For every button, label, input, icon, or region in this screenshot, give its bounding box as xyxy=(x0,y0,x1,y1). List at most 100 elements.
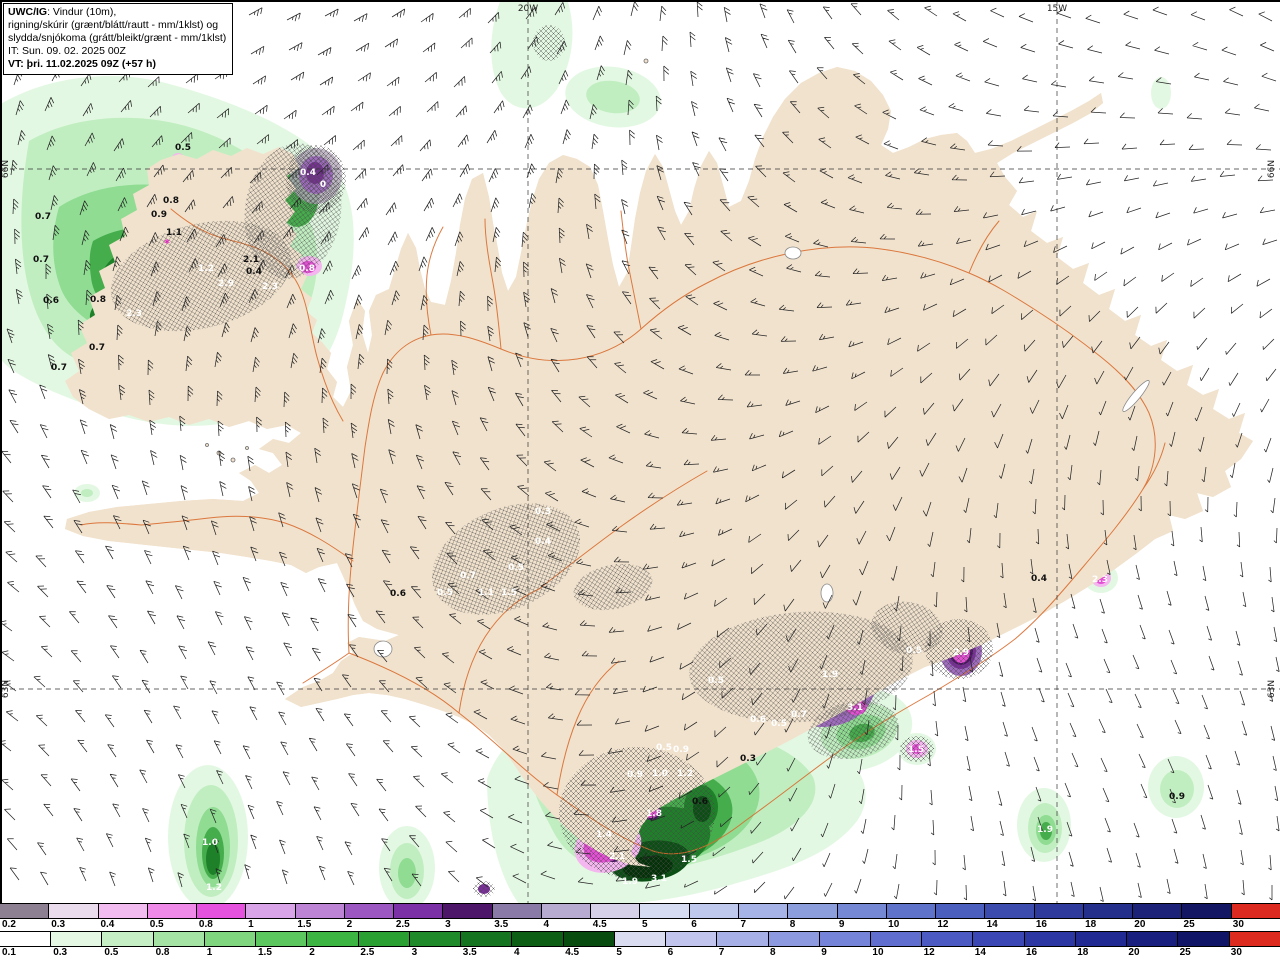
precip-value-label: 1.5 xyxy=(501,588,517,598)
precip-value-label: 0.4 xyxy=(246,267,262,277)
colorbar-tick-label: 30 xyxy=(1232,919,1244,930)
colorbar-tick-label: 8 xyxy=(789,919,796,930)
colorbar-segment xyxy=(689,904,739,918)
wind-barbs xyxy=(1,1,1280,902)
colorbar-segment xyxy=(51,932,103,946)
colorbar-segment xyxy=(640,904,690,918)
colorbar-segment xyxy=(973,932,1025,946)
colorbar-tick-label: 4.5 xyxy=(565,947,580,958)
precip-value-label: 1.0 xyxy=(652,769,668,779)
colorbar-tick-label: 1.5 xyxy=(297,919,312,930)
precip-value-label: 2.3 xyxy=(1092,575,1108,585)
precip-value-label: 1.2 xyxy=(198,264,214,274)
precip-value-label: 0.7 xyxy=(51,363,67,373)
colorbar-segment xyxy=(443,904,493,918)
precip-value-label: 1.9 xyxy=(622,877,638,887)
colorbar-tick-label: 20 xyxy=(1128,947,1140,958)
precip-value-label: 0.8 xyxy=(163,196,179,206)
precip-value-label: 0.6 xyxy=(750,715,766,725)
title-line-model: UWC/IG: Vindur (10m), xyxy=(8,6,117,18)
colorbar-tick-label: 4.5 xyxy=(592,919,607,930)
colorbar-segment xyxy=(1231,904,1280,918)
colorbar-segment xyxy=(870,932,923,946)
precip-value-label: 0.8 xyxy=(90,295,106,305)
precip-value-label: 1.5 xyxy=(908,745,924,755)
precip-value-label: 0.4 xyxy=(300,168,316,178)
precip-value-label: 1.2 xyxy=(677,769,693,779)
colorbar-tick-label: 5 xyxy=(616,947,622,958)
title-line-valid-time: VT: þri. 11.02.2025 09Z (+57 h) xyxy=(8,58,156,71)
precip-value-label: * xyxy=(164,237,170,250)
precip-value-label: 0.8 xyxy=(299,264,315,274)
colorbar-segment xyxy=(461,932,513,946)
colorbar-tick-label: 7 xyxy=(718,947,725,958)
colorbar-segment xyxy=(307,932,359,946)
precip-value-label: 0.6 xyxy=(692,797,708,807)
colorbar-segment xyxy=(246,904,296,918)
colorbar-tick-label: 10 xyxy=(872,947,884,958)
colorbar-segment xyxy=(492,904,542,918)
hatched-mixed-precip-areas xyxy=(110,25,993,897)
colorbar-area: 0.2 0.3 0.4 0.5 0.8 1 1.5 2 2.5 3 3.5 4 4.5 5 6 7 8 9 10 12… xyxy=(0,903,1280,960)
precip-value-label: 0.5 xyxy=(508,563,524,573)
colorbar-segment xyxy=(563,932,615,946)
precip-value-label: 0.7 xyxy=(89,343,105,353)
colorbar-segment xyxy=(98,904,148,918)
colorbar-segment xyxy=(153,932,205,946)
colorbar-segment xyxy=(541,904,592,918)
precip-value-label: 0.9 xyxy=(151,210,167,220)
colorbar-tick-label: 3 xyxy=(411,947,418,958)
colorbar-tick-label: 2 xyxy=(346,919,353,930)
precip-value-label: 0.5 xyxy=(175,143,191,153)
precip-value-label: 2.9 xyxy=(953,648,969,658)
graticule-labels: 20W 15W 66N 66N 63N 63N xyxy=(1,4,1277,698)
colorbar-segment xyxy=(147,904,198,918)
colorbar-segment xyxy=(256,932,308,946)
latitude-label: 66N xyxy=(1267,160,1277,178)
rain-colorbar-labels: 0.1 0.3 0.5 0.8 1 1.5 2 2.5 3 3.5 4 4.5 5 6 7 8 9 10 12 14 1… xyxy=(0,947,1280,959)
precip-value-label: 0.7 xyxy=(791,710,807,720)
colorbar-tick-label: 12 xyxy=(923,947,935,958)
colorbar-segment xyxy=(936,904,986,918)
precip-value-label: 0.5 xyxy=(906,646,922,656)
colorbar-tick-label: 7 xyxy=(740,919,747,930)
colorbar-tick-label: 10 xyxy=(888,919,900,930)
latitude-label: 66N xyxy=(1,160,11,178)
precip-value-label: 0.5 xyxy=(771,719,787,729)
precip-value-label: 0.6 xyxy=(43,296,59,306)
colorbar-segment xyxy=(738,904,789,918)
precip-value-label: 0 xyxy=(320,180,326,190)
title-line-sleet-legend: slydda/snjókoma (grátt/bleikt/grænt - mm… xyxy=(8,32,227,45)
colorbar-tick-label: 16 xyxy=(1026,947,1038,958)
precip-value-label: 1.1 xyxy=(478,588,494,598)
colorbar-segment xyxy=(344,904,395,918)
lagarfljot xyxy=(1122,380,1150,412)
precip-value-label: 1.5 xyxy=(681,855,697,865)
precip-value-label: 2.3 xyxy=(126,309,142,319)
colorbar-tick-label: 0.1 xyxy=(2,947,16,958)
colorbar-segment xyxy=(985,904,1035,918)
precip-value-label: 1.2 xyxy=(206,883,222,893)
latitude-label: 63N xyxy=(1,680,11,698)
precip-value-label: 1.1 xyxy=(166,228,182,238)
precip-value-label: 2.1 xyxy=(243,255,259,265)
title-line-init-time: IT: Sun. 09. 02. 2025 00Z xyxy=(8,45,126,58)
colorbar-tick-label: 3 xyxy=(445,919,451,930)
colorbar-segment xyxy=(49,904,99,918)
colorbar-segment xyxy=(197,904,247,918)
lakes xyxy=(373,246,1150,658)
colorbar-tick-label: 18 xyxy=(1085,919,1097,930)
colorbar-tick-label: 0.2 xyxy=(2,919,16,930)
colorbar-segment xyxy=(409,932,462,946)
colorbar-tick-label: 0.4 xyxy=(100,919,115,930)
colorbar-tick-label: 0.8 xyxy=(155,947,170,958)
colorbar-segment xyxy=(1083,904,1134,918)
precip-value-label: 1.9 xyxy=(822,670,838,680)
precip-value-label: 0.7 xyxy=(460,571,476,581)
precip-value-label: 0.4 xyxy=(535,537,551,547)
precip-value-label: 1.8 xyxy=(646,809,662,819)
colorbar-tick-label: 1 xyxy=(206,947,213,958)
colorbar-segment xyxy=(1178,932,1230,946)
precip-value-label: 2.3 xyxy=(262,282,278,292)
